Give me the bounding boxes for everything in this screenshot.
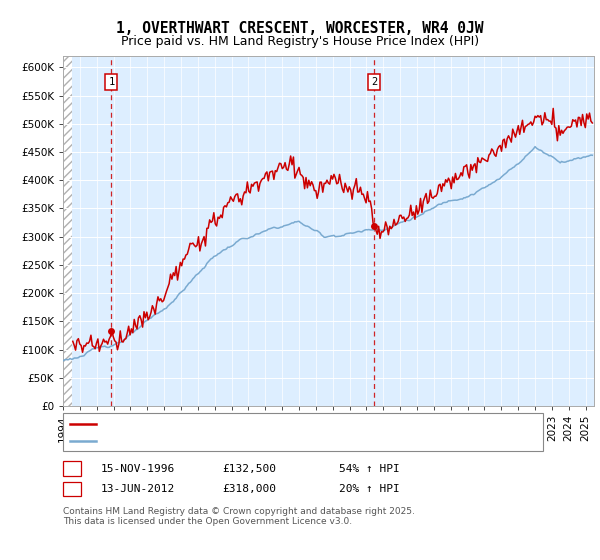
Text: 1, OVERTHWART CRESCENT, WORCESTER, WR4 0JW: 1, OVERTHWART CRESCENT, WORCESTER, WR4 0… <box>116 21 484 36</box>
Text: 1: 1 <box>108 77 115 87</box>
Text: 20% ↑ HPI: 20% ↑ HPI <box>339 484 400 494</box>
Text: £132,500: £132,500 <box>222 464 276 474</box>
Text: Price paid vs. HM Land Registry's House Price Index (HPI): Price paid vs. HM Land Registry's House … <box>121 35 479 48</box>
Text: 1, OVERTHWART CRESCENT, WORCESTER, WR4 0JW (detached house): 1, OVERTHWART CRESCENT, WORCESTER, WR4 0… <box>100 419 499 429</box>
Text: Contains HM Land Registry data © Crown copyright and database right 2025.
This d: Contains HM Land Registry data © Crown c… <box>63 507 415 526</box>
Text: HPI: Average price, detached house, Worcester: HPI: Average price, detached house, Worc… <box>100 436 404 446</box>
Text: 15-NOV-1996: 15-NOV-1996 <box>101 464 175 474</box>
Text: £318,000: £318,000 <box>222 484 276 494</box>
Text: 2: 2 <box>68 484 76 494</box>
Text: 1: 1 <box>68 464 76 474</box>
Text: 13-JUN-2012: 13-JUN-2012 <box>101 484 175 494</box>
Text: 2: 2 <box>371 77 377 87</box>
Text: 54% ↑ HPI: 54% ↑ HPI <box>339 464 400 474</box>
